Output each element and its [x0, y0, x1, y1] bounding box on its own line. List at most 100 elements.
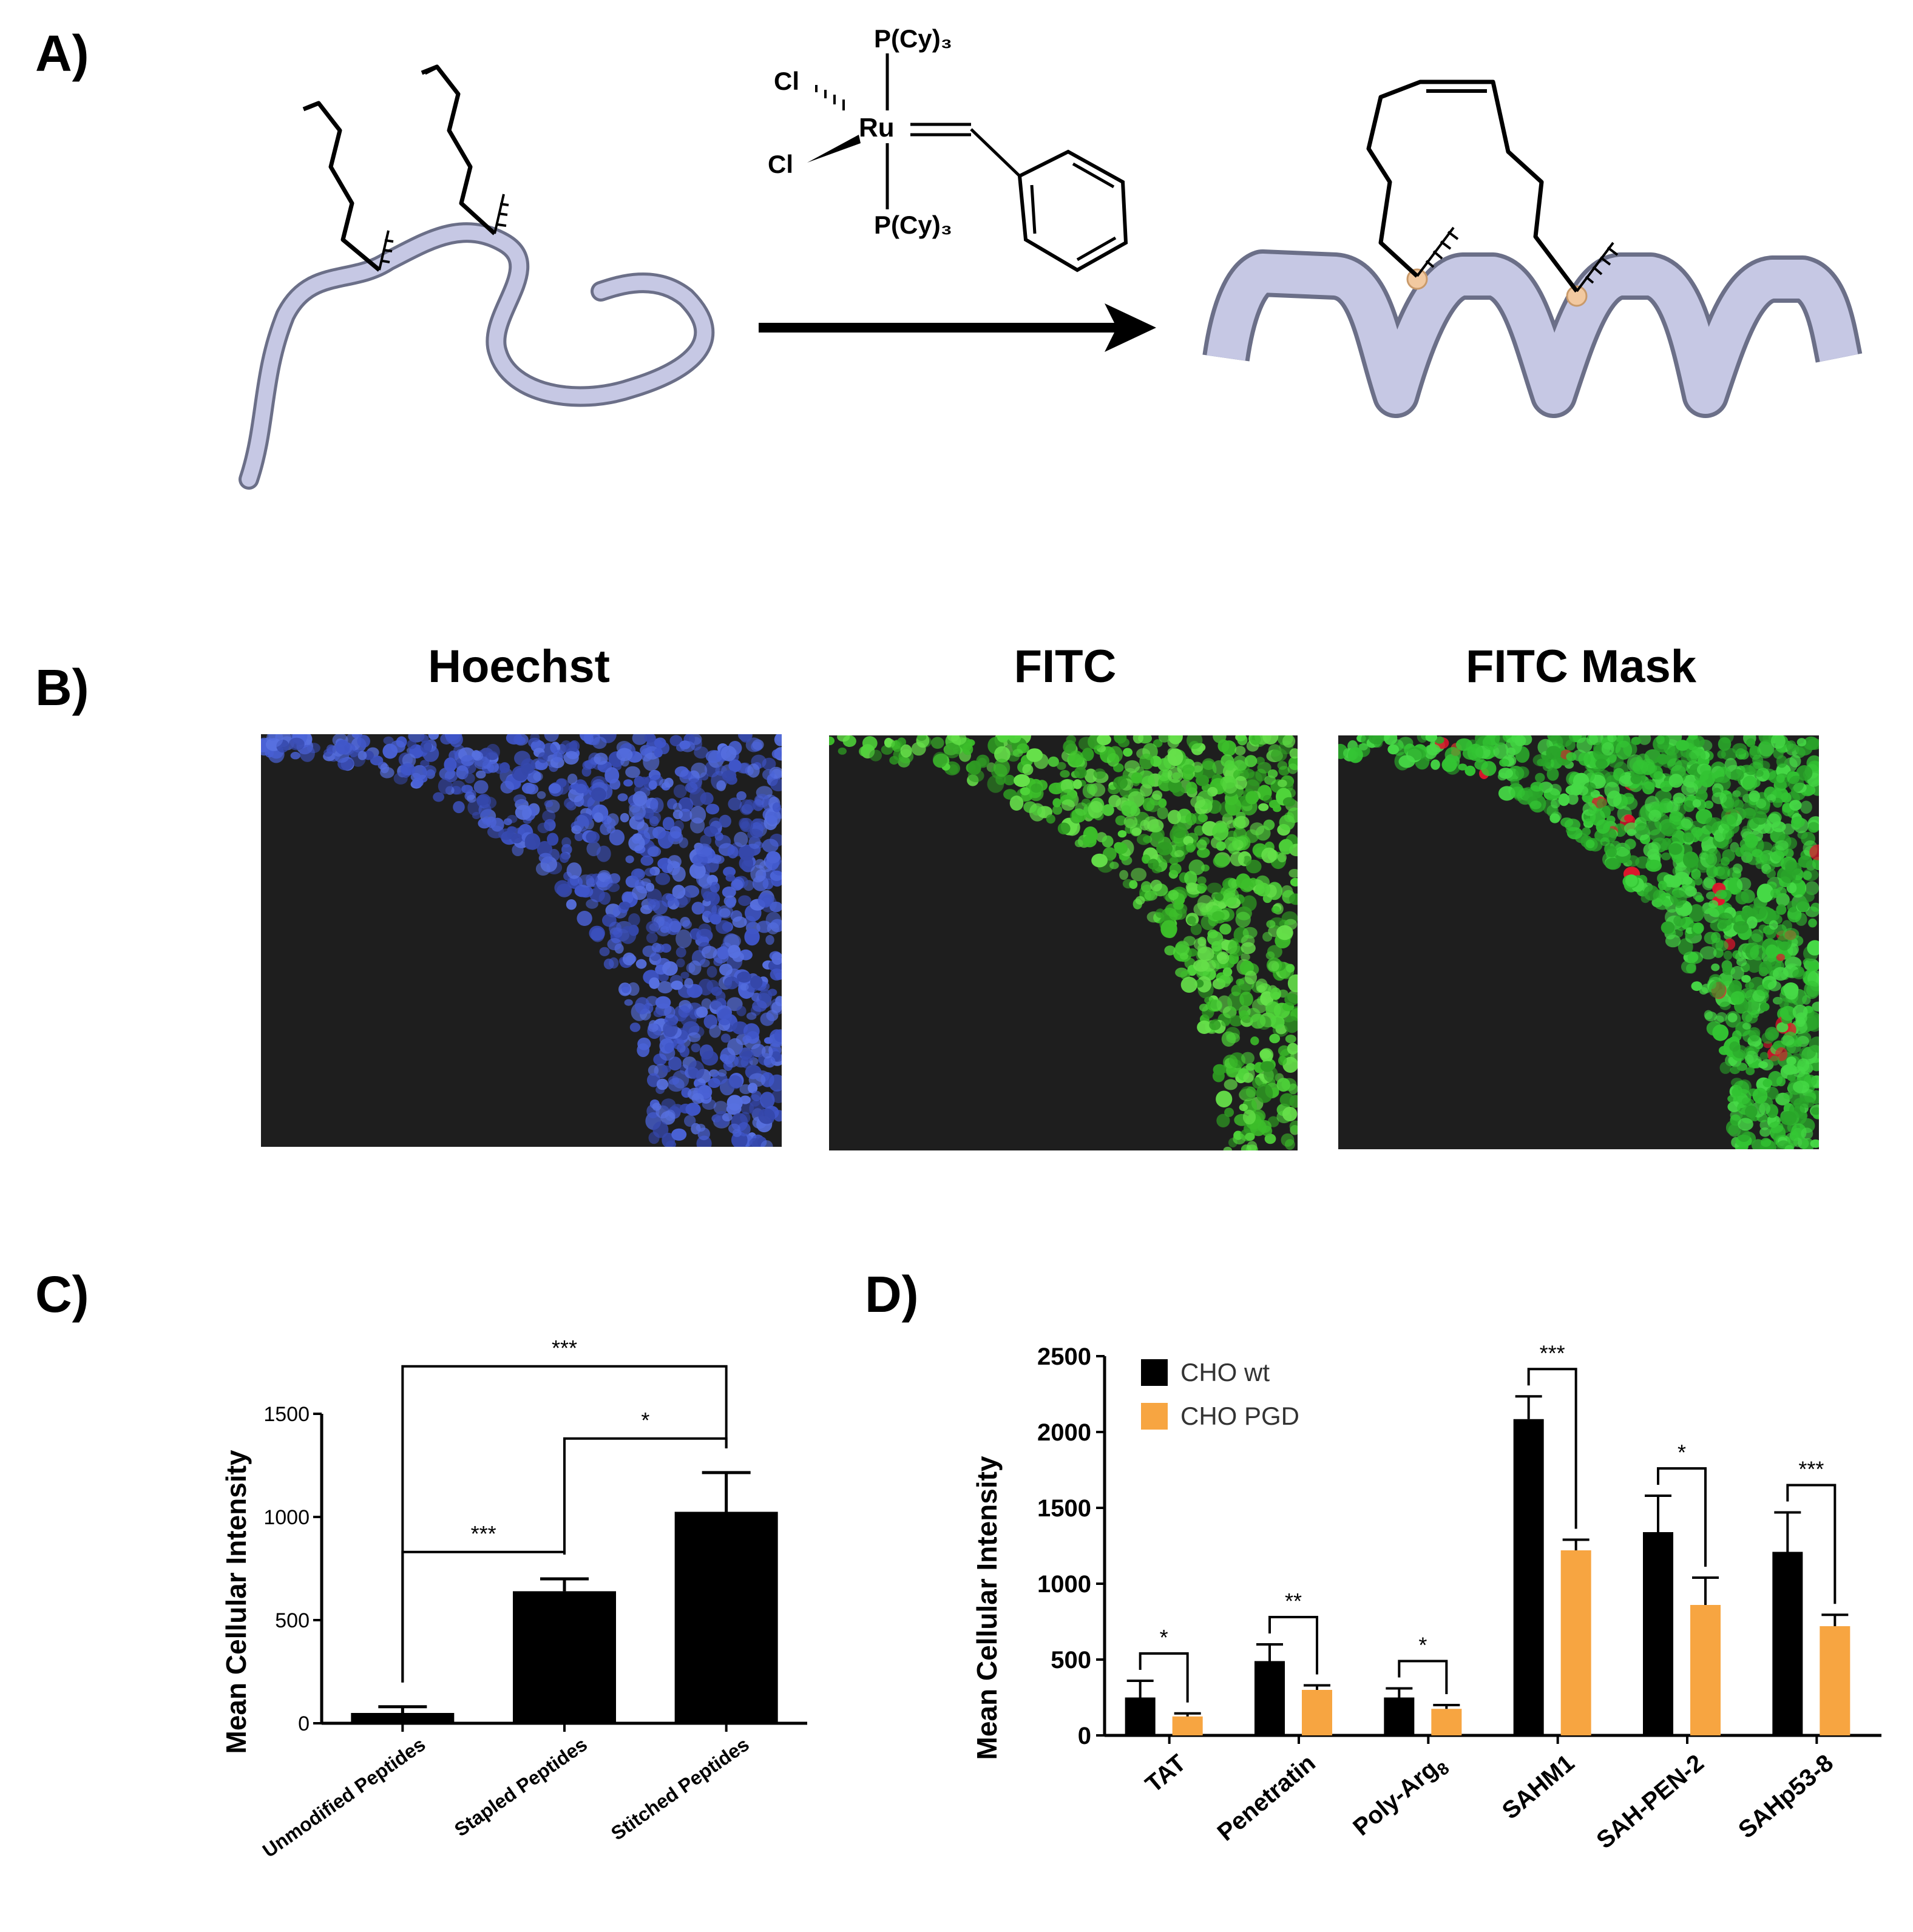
cell — [696, 843, 713, 857]
cell — [696, 1124, 706, 1132]
cell — [1624, 814, 1634, 822]
cell — [538, 752, 548, 763]
cell — [765, 934, 774, 945]
cell — [1242, 1109, 1256, 1125]
cell — [1809, 844, 1819, 860]
olefin-sidechains-left — [302, 64, 496, 272]
catalyst-ligand-bottom: P(Cy)₃ — [874, 211, 952, 239]
significance-label: *** — [1540, 1340, 1565, 1365]
cell — [1009, 795, 1024, 811]
cell — [533, 772, 543, 782]
x-tick-label: Stitched Peptides — [607, 1733, 753, 1844]
cell — [1244, 755, 1258, 768]
cell — [1675, 740, 1690, 751]
cell — [1185, 782, 1197, 794]
cell — [653, 1009, 664, 1018]
cell — [1200, 914, 1216, 930]
cell — [1091, 853, 1108, 868]
cell — [837, 735, 850, 742]
cell — [1596, 819, 1610, 834]
cell — [1063, 740, 1077, 754]
cell — [709, 1024, 721, 1038]
cell — [1255, 882, 1271, 897]
cell — [1003, 774, 1015, 786]
cell — [768, 1074, 782, 1092]
cell — [994, 758, 1011, 777]
cell — [1498, 768, 1513, 779]
cell — [1258, 1120, 1271, 1133]
cell — [1556, 735, 1573, 748]
cell — [299, 745, 315, 762]
cell — [662, 893, 675, 908]
cell — [1756, 799, 1767, 809]
cell — [717, 905, 734, 919]
cell — [1607, 735, 1617, 743]
cell — [675, 947, 686, 958]
cell — [1567, 793, 1579, 805]
cell — [1744, 834, 1758, 848]
cell — [1691, 981, 1702, 991]
cell — [1259, 1048, 1274, 1062]
cell — [1209, 1019, 1221, 1030]
cell — [1245, 1063, 1256, 1071]
x-tick-label: Poly-Arg8 — [1348, 1749, 1452, 1844]
cell — [622, 952, 636, 965]
cell — [1124, 760, 1140, 773]
cell — [674, 766, 689, 777]
cell — [1226, 1033, 1241, 1044]
cell — [671, 1128, 687, 1141]
cell — [726, 1095, 743, 1111]
cell — [660, 944, 671, 953]
cell — [604, 818, 616, 829]
cell — [725, 874, 736, 882]
cell — [1290, 1050, 1298, 1062]
cell — [648, 1065, 659, 1076]
significance-label: * — [1160, 1625, 1168, 1650]
cell — [609, 829, 625, 846]
cell — [764, 1056, 776, 1068]
cell — [743, 1023, 760, 1039]
cell — [731, 879, 743, 891]
cell — [1717, 750, 1726, 759]
cell — [383, 736, 394, 745]
cell — [727, 845, 739, 859]
cell — [1086, 783, 1098, 795]
cell — [1212, 911, 1225, 921]
cell — [526, 783, 539, 795]
cell — [1214, 893, 1224, 901]
significance-label: ** — [1285, 1589, 1302, 1613]
significance-label: * — [1418, 1633, 1427, 1658]
cell — [1682, 851, 1699, 868]
cell — [1732, 1030, 1742, 1041]
cell — [760, 1012, 774, 1026]
bar-cho-pgd — [1302, 1690, 1332, 1735]
cell — [1646, 819, 1662, 836]
cell — [1644, 885, 1659, 901]
cell — [1752, 811, 1767, 825]
y-tick-label: 2500 — [1037, 1343, 1091, 1370]
cell — [916, 735, 927, 741]
cell — [1131, 828, 1142, 836]
cell — [1768, 910, 1780, 921]
cell — [1606, 846, 1617, 857]
cell — [1804, 981, 1819, 999]
cell — [290, 752, 300, 760]
cell — [1222, 1055, 1238, 1070]
cell — [450, 780, 466, 795]
cell — [676, 958, 685, 968]
cell — [1708, 900, 1718, 908]
cell — [577, 911, 592, 926]
cell — [1789, 1103, 1805, 1118]
cell — [1530, 782, 1544, 792]
cell — [1135, 896, 1145, 905]
cell — [1267, 945, 1282, 959]
significance-label: *** — [471, 1521, 496, 1546]
cell — [709, 817, 722, 829]
bar-cho-wt — [1643, 1532, 1673, 1735]
cell — [1155, 908, 1165, 918]
cell — [1788, 775, 1804, 792]
cell — [473, 780, 489, 794]
cell — [1139, 753, 1154, 770]
cell — [1661, 852, 1671, 860]
cell — [1221, 1019, 1230, 1027]
